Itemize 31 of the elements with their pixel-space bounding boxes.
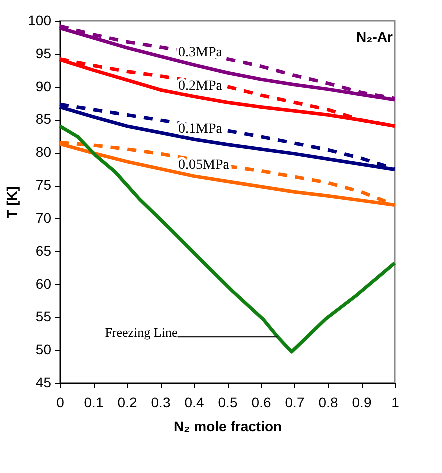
annotation: Freezing Line xyxy=(105,324,178,340)
x-tick-label: 0.5 xyxy=(218,394,238,410)
annotation: N₂-Ar xyxy=(356,29,394,45)
series-label: 0.05MPa xyxy=(178,158,230,174)
y-tick-label: 90 xyxy=(36,78,52,94)
y-tick-label: 55 xyxy=(36,308,52,325)
series-label: 0.1MPa xyxy=(178,122,224,137)
y-tick-label: 65 xyxy=(36,242,52,259)
x-tick-label: 0 xyxy=(56,394,65,410)
x-tick-label: 0.6 xyxy=(252,394,272,410)
x-tick-label: 0.7 xyxy=(285,394,305,410)
y-tick-label: 45 xyxy=(36,374,52,390)
x-tick-label: 0.8 xyxy=(318,394,338,410)
y-tick-label: 95 xyxy=(36,45,52,62)
x-axis-title: N₂ mole fraction xyxy=(174,418,282,434)
x-tick-label: 0.1 xyxy=(84,394,104,410)
y-tick-label: 60 xyxy=(36,276,52,292)
x-tick-label: 0.4 xyxy=(184,394,204,410)
y-tick-label: 50 xyxy=(36,342,52,358)
y-tick-label: 80 xyxy=(36,144,52,160)
y-tick-label: 70 xyxy=(36,210,52,226)
x-tick-label: 1 xyxy=(392,394,400,410)
y-axis-title: T [K] xyxy=(4,186,20,218)
y-tick-label: 85 xyxy=(36,111,52,128)
x-tick-label: 0.2 xyxy=(118,394,138,410)
line-series xyxy=(58,124,397,354)
y-tick-label: 75 xyxy=(36,177,52,194)
y-tick-label: 100 xyxy=(28,12,52,28)
series-label: 0.2MPa xyxy=(178,79,224,94)
x-tick-label: 0.3 xyxy=(151,394,171,410)
x-tick-label: 0.9 xyxy=(352,394,372,410)
